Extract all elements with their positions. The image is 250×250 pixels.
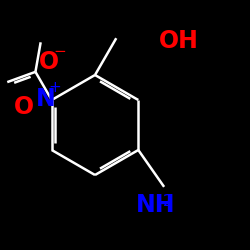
Text: N: N — [36, 87, 56, 111]
Text: +: + — [49, 80, 62, 96]
Text: O: O — [39, 50, 59, 74]
Text: OH: OH — [159, 29, 198, 53]
Text: NH: NH — [136, 194, 176, 218]
Text: 2: 2 — [162, 194, 172, 209]
Text: O: O — [14, 95, 34, 119]
Text: −: − — [54, 44, 66, 59]
